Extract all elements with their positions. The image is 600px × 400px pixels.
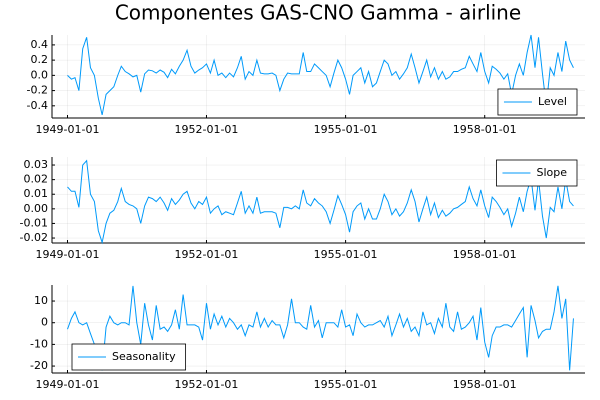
x-tick-label: 1952-01-01 [175, 123, 239, 136]
y-tick-label: 0.0 [31, 68, 49, 81]
y-tick-label: -10 [30, 337, 48, 350]
series-line [67, 159, 574, 245]
y-tick-label: 0 [41, 316, 48, 329]
x-tick-label: 1955-01-01 [314, 123, 378, 136]
y-tick-label: 0.4 [31, 38, 49, 51]
series-line [67, 34, 574, 116]
y-tick-label: -0.02 [20, 231, 48, 244]
x-tick-label: 1958-01-01 [453, 248, 517, 261]
y-tick-label: -0.01 [20, 216, 48, 229]
y-tick-label: 0.02 [24, 173, 49, 186]
x-tick-label: 1949-01-01 [36, 123, 100, 136]
legend-label: Seasonality [112, 350, 176, 363]
y-tick-label: 0.2 [31, 53, 49, 66]
series-line [67, 285, 574, 371]
x-tick-label: 1949-01-01 [36, 248, 100, 261]
panel: -0.4 -0.2 0.0 0.2 0.4 1949-01-01 1952-01-01 195… [27, 34, 585, 136]
panel: -0.02 -0.010.00 0.010.02 0.03 1949-01-01 1952… [20, 157, 585, 261]
x-tick-label: 1955-01-01 [314, 248, 378, 261]
x-tick-label: 1958-01-01 [453, 378, 517, 391]
legend-label: Slope [536, 166, 567, 179]
y-tick-label: -20 [30, 359, 48, 372]
x-tick-label: 1949-01-01 [36, 378, 100, 391]
chart-title: Componentes GAS-CNO Gamma - airline [115, 1, 521, 25]
x-tick-label: 1952-01-01 [175, 248, 239, 261]
legend: Level [497, 88, 578, 116]
x-tick-label: 1952-01-01 [175, 378, 239, 391]
y-tick-label: 0.03 [24, 158, 49, 171]
y-tick-label: -0.2 [27, 84, 48, 97]
y-tick-label: -0.4 [27, 99, 48, 112]
legend: Seasonality [71, 343, 187, 371]
legend-label: Level [538, 95, 567, 108]
x-tick-label: 1958-01-01 [453, 123, 517, 136]
legend: Slope [496, 159, 578, 187]
y-tick-label: 0.00 [24, 202, 49, 215]
y-tick-label: 0.01 [24, 187, 49, 200]
y-tick-label: 10 [34, 294, 48, 307]
panel: -20 -10 0 10 1949-01-01 1952-01-01 1955-01-01 1… [30, 285, 585, 391]
x-tick-label: 1955-01-01 [314, 378, 378, 391]
